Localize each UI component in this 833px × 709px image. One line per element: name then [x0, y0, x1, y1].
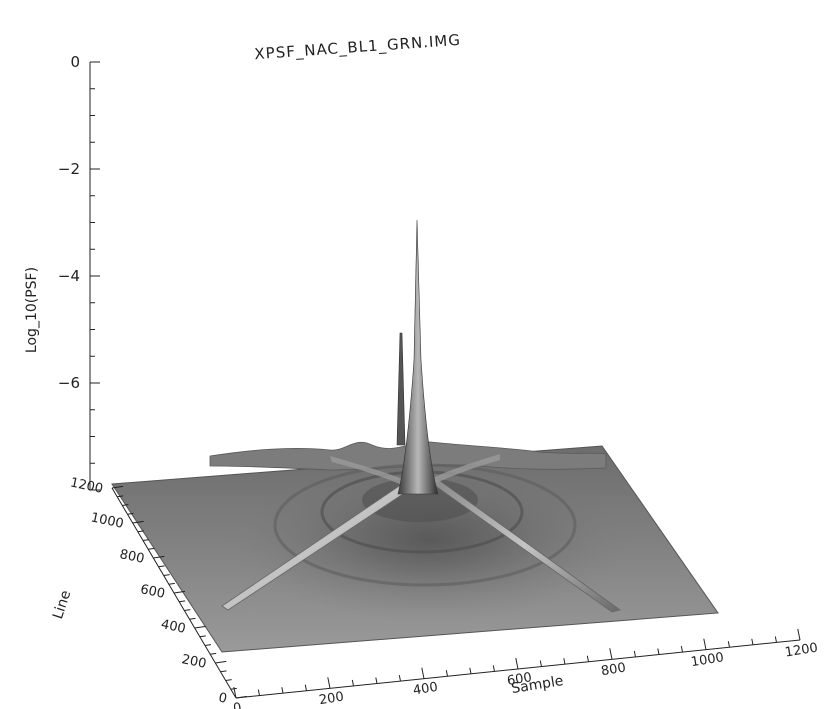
x-tick-label: 1000	[690, 650, 725, 670]
central-peak	[397, 219, 439, 495]
x-tick-mark	[445, 670, 448, 677]
x-tick-mark	[657, 648, 660, 655]
x-tick-mark	[398, 674, 401, 682]
x-tick-mark	[563, 658, 566, 665]
x-tick-mark	[680, 645, 683, 653]
y-tick-mark	[158, 565, 165, 568]
x-tick-mark	[774, 636, 777, 643]
z-tick-label: 0	[70, 53, 80, 71]
y-tick-mark	[168, 582, 175, 585]
y-tick-mark	[153, 555, 165, 559]
x-tick-mark	[257, 689, 260, 696]
y-tick-label: 200	[180, 652, 207, 672]
x-tick-mark	[492, 665, 495, 672]
x-tick-mark	[515, 657, 519, 670]
y-tick-label: 600	[139, 582, 166, 602]
y-tick-mark	[210, 652, 217, 655]
y-tick-mark	[132, 520, 144, 524]
y-tick-mark	[215, 660, 227, 664]
z-tick-label: −2	[58, 160, 80, 178]
y-tick-mark	[220, 670, 227, 673]
y-tick-mark	[122, 504, 129, 506]
x-tick-mark	[233, 686, 237, 699]
y-tick-mark	[189, 617, 196, 620]
x-tick-mark	[703, 638, 707, 650]
x-tick-mark	[281, 687, 284, 694]
x-axis: 0 200 400 600 800 1000 1200	[232, 628, 819, 709]
x-tick-mark	[797, 628, 801, 641]
chart-title: XPSF_NAC_BL1_GRN.IMG	[254, 31, 462, 64]
y-tick-label: 400	[160, 617, 187, 637]
y-tick-label: 1200	[69, 475, 104, 497]
secondary-spike	[396, 332, 406, 446]
y-tick-mark	[127, 512, 134, 515]
x-tick-label: 600	[506, 670, 533, 689]
z-axis-label: Log_10(PSF)	[24, 267, 40, 353]
x-tick-mark	[539, 660, 542, 667]
y-tick-mark	[194, 625, 206, 629]
y-tick-mark	[184, 609, 191, 611]
y-tick-mark	[148, 547, 155, 550]
y-tick-mark	[117, 495, 124, 498]
x-tick-label: 0	[232, 700, 243, 709]
x-tick-mark	[751, 638, 754, 645]
y-tick-mark	[199, 635, 206, 638]
y-tick-mark	[137, 530, 144, 533]
ridge-back-left	[330, 456, 405, 486]
x-tick-mark	[727, 641, 730, 648]
z-tick-label: −6	[58, 374, 80, 392]
x-tick-mark	[304, 684, 307, 691]
x-tick-label: 200	[318, 690, 345, 709]
x-tick-label: 400	[412, 680, 439, 699]
x-tick-mark	[327, 677, 331, 689]
ridge-back-right	[432, 454, 500, 484]
x-tick-label: 800	[600, 661, 627, 680]
y-tick-mark	[225, 679, 232, 681]
x-tick-label: 1200	[784, 641, 819, 661]
y-tick-label: 0	[217, 691, 228, 707]
y-tick-mark	[111, 485, 124, 489]
y-tick-mark	[204, 644, 212, 646]
z-tick-label: −4	[58, 267, 80, 285]
x-tick-mark	[421, 667, 425, 679]
y-axis-label: Line	[50, 588, 74, 621]
y-tick-mark	[179, 600, 186, 603]
x-tick-mark	[633, 650, 636, 658]
y-tick-mark	[142, 539, 150, 541]
y-tick-label: 1000	[89, 510, 124, 532]
x-tick-mark	[586, 655, 589, 662]
ring-outer	[230, 458, 630, 622]
z-axis: 0 −2 −4 −6	[58, 53, 100, 491]
y-tick-label: 800	[118, 547, 145, 567]
x-tick-mark	[609, 648, 613, 660]
x-tick-mark	[351, 679, 354, 687]
surface-plot	[111, 219, 719, 653]
x-tick-mark	[469, 667, 472, 674]
x-tick-mark	[375, 677, 378, 684]
y-tick-mark	[173, 590, 186, 594]
y-tick-mark	[163, 574, 170, 576]
